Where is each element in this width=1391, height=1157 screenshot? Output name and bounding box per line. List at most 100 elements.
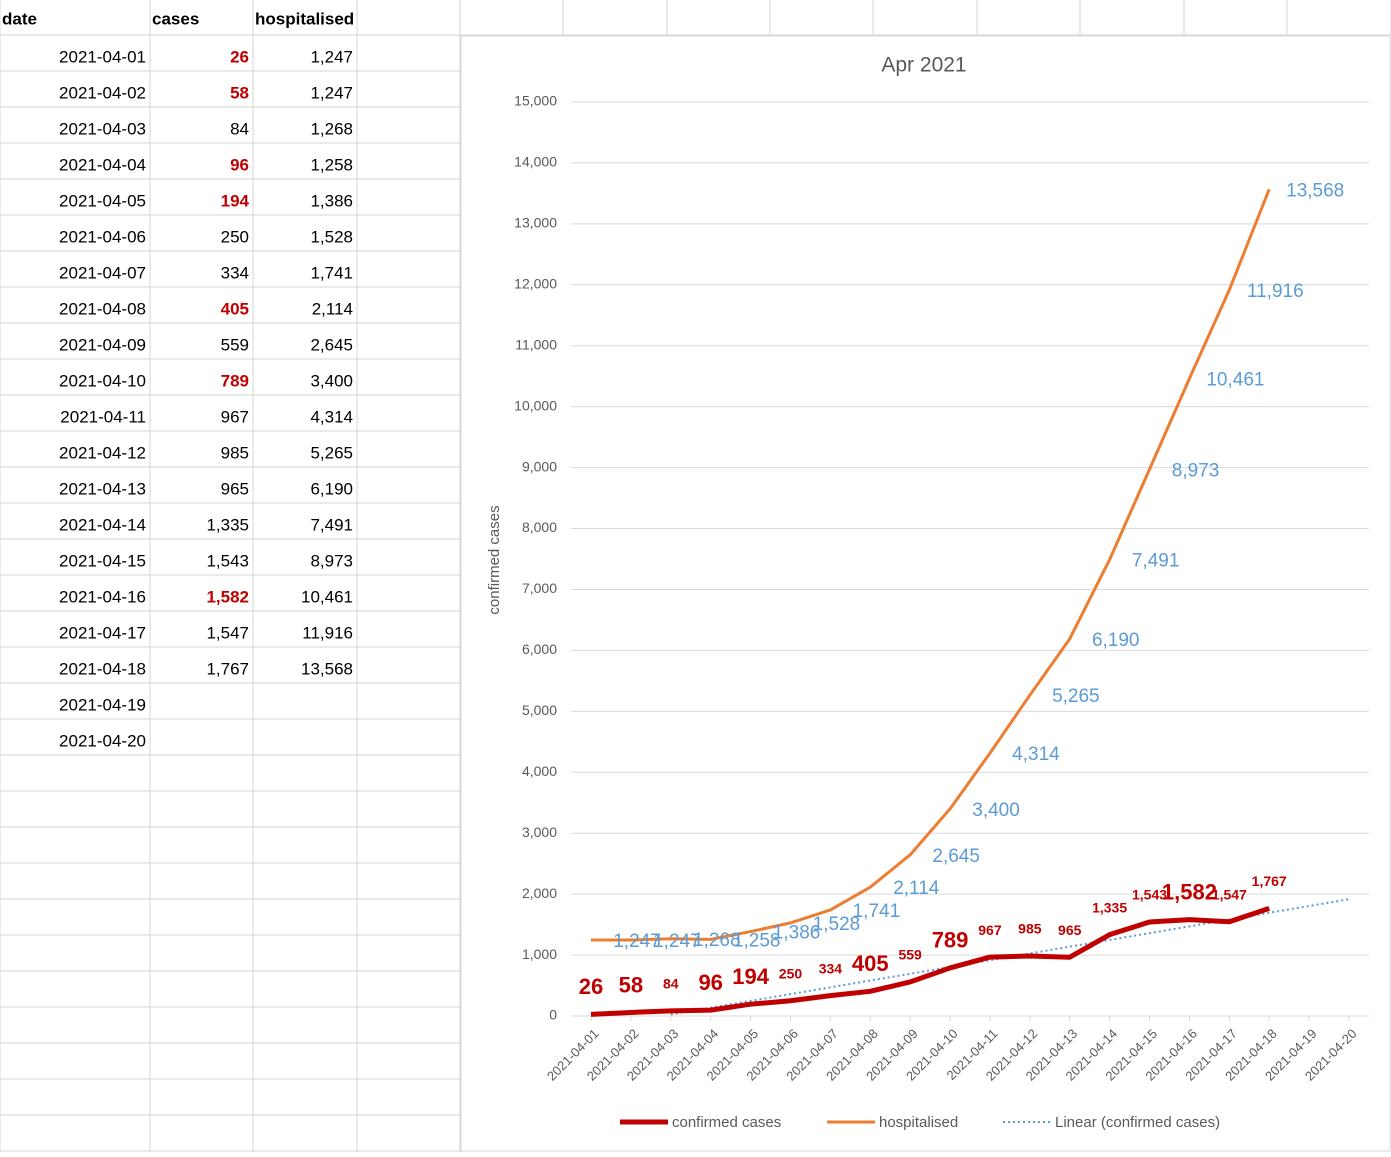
cell: 84 xyxy=(230,119,249,138)
y-tick-label: 9,000 xyxy=(522,458,557,474)
cell: 965 xyxy=(221,479,249,498)
data-label: 1,767 xyxy=(1252,873,1287,889)
y-tick-label: 1,000 xyxy=(522,946,557,962)
y-tick-label: 0 xyxy=(549,1007,557,1023)
cell: 2021-04-15 xyxy=(59,551,146,570)
column-header: hospitalised xyxy=(255,9,354,28)
cell: 2021-04-20 xyxy=(59,731,146,750)
cell: 1,767 xyxy=(206,659,249,678)
cell: 2021-04-16 xyxy=(59,587,146,606)
cell: 2021-04-08 xyxy=(59,299,146,318)
column-header: date xyxy=(2,9,37,28)
cell: 2021-04-10 xyxy=(59,371,146,390)
cell: 985 xyxy=(221,443,249,462)
cell: 1,386 xyxy=(310,191,353,210)
cell: 2021-04-04 xyxy=(59,155,146,174)
data-label: 1,547 xyxy=(1212,886,1247,902)
cell: 967 xyxy=(221,407,249,426)
cell: 250 xyxy=(221,227,249,246)
cell: 1,335 xyxy=(206,515,249,534)
legend-label: confirmed cases xyxy=(672,1114,781,1131)
cell: 7,491 xyxy=(310,515,353,534)
data-label: 1,268 xyxy=(693,930,741,951)
cell: 8,973 xyxy=(310,551,353,570)
data-label: 1,258 xyxy=(733,930,781,951)
cell: 1,258 xyxy=(310,155,353,174)
data-label: 4,314 xyxy=(1012,744,1060,765)
data-label: 5,265 xyxy=(1052,686,1100,707)
cell: 2021-04-18 xyxy=(59,659,146,678)
data-label: 559 xyxy=(898,947,922,963)
y-tick-label: 6,000 xyxy=(522,641,557,657)
cell: 4,314 xyxy=(310,407,353,426)
cell: 2021-04-06 xyxy=(59,227,146,246)
y-tick-label: 7,000 xyxy=(522,580,557,596)
cell: 2021-04-09 xyxy=(59,335,146,354)
cell: 2,645 xyxy=(310,335,353,354)
y-tick-label: 5,000 xyxy=(522,702,557,718)
cell: 13,568 xyxy=(301,659,353,678)
cell: 2021-04-02 xyxy=(59,83,146,102)
series-line xyxy=(591,188,1271,942)
y-tick-label: 3,000 xyxy=(522,824,557,840)
data-label: 965 xyxy=(1058,922,1082,938)
data-label: 334 xyxy=(819,960,843,976)
data-label: 789 xyxy=(932,928,969,953)
cell: 2021-04-11 xyxy=(60,407,146,426)
chart-title: Apr 2021 xyxy=(881,54,966,77)
y-tick-label: 8,000 xyxy=(522,519,557,535)
data-label: 1,386 xyxy=(773,923,821,944)
data-label: 13,568 xyxy=(1286,180,1344,201)
data-label: 1,741 xyxy=(853,901,901,922)
y-tick-label: 10,000 xyxy=(514,397,557,413)
cell: 1,247 xyxy=(310,83,353,102)
cell: 2021-04-13 xyxy=(59,479,146,498)
cell: 1,582 xyxy=(206,587,249,606)
data-label: 1,582 xyxy=(1162,879,1217,904)
y-axis-label: confirmed cases xyxy=(486,505,503,614)
column-header: cases xyxy=(152,9,199,28)
cell: 2021-04-01 xyxy=(59,47,146,66)
data-label: 1,543 xyxy=(1132,887,1167,903)
cell: 1,547 xyxy=(206,623,249,642)
cell: 6,190 xyxy=(310,479,353,498)
data-label: 1,247 xyxy=(653,931,701,952)
y-tick-label: 14,000 xyxy=(514,154,557,170)
cell: 2021-04-19 xyxy=(59,695,146,714)
legend-label: hospitalised xyxy=(879,1114,958,1131)
data-label: 10,461 xyxy=(1206,370,1264,391)
y-tick-label: 2,000 xyxy=(522,885,557,901)
y-tick-label: 15,000 xyxy=(514,93,557,109)
data-label: 8,973 xyxy=(1172,460,1220,481)
data-label: 985 xyxy=(1018,921,1042,937)
data-label: 1,335 xyxy=(1092,899,1127,915)
cell: 194 xyxy=(221,191,250,210)
cell: 789 xyxy=(221,371,249,390)
legend-label: Linear (confirmed cases) xyxy=(1055,1114,1220,1131)
cell: 5,265 xyxy=(310,443,353,462)
y-tick-label: 4,000 xyxy=(522,763,557,779)
cell: 10,461 xyxy=(301,587,353,606)
cell: 559 xyxy=(221,335,249,354)
data-label: 3,400 xyxy=(972,800,1020,821)
cell: 2,114 xyxy=(312,299,353,318)
cell: 11,916 xyxy=(302,623,353,642)
data-label: 967 xyxy=(978,922,1002,938)
data-label: 2,114 xyxy=(893,878,940,899)
data-label: 194 xyxy=(732,964,769,989)
cell: 96 xyxy=(230,155,249,174)
data-label: 26 xyxy=(579,974,603,999)
cell: 1,247 xyxy=(310,47,353,66)
cell: 2021-04-07 xyxy=(59,263,146,282)
data-label: 84 xyxy=(663,976,679,992)
chart-area xyxy=(460,35,1391,1152)
data-label: 96 xyxy=(698,970,722,995)
series-line xyxy=(590,905,1271,1017)
y-tick-label: 11,000 xyxy=(515,336,557,352)
y-tick-label: 13,000 xyxy=(514,215,557,231)
data-label: 250 xyxy=(779,965,803,981)
cell: 26 xyxy=(230,47,249,66)
y-tick-label: 12,000 xyxy=(514,276,557,292)
